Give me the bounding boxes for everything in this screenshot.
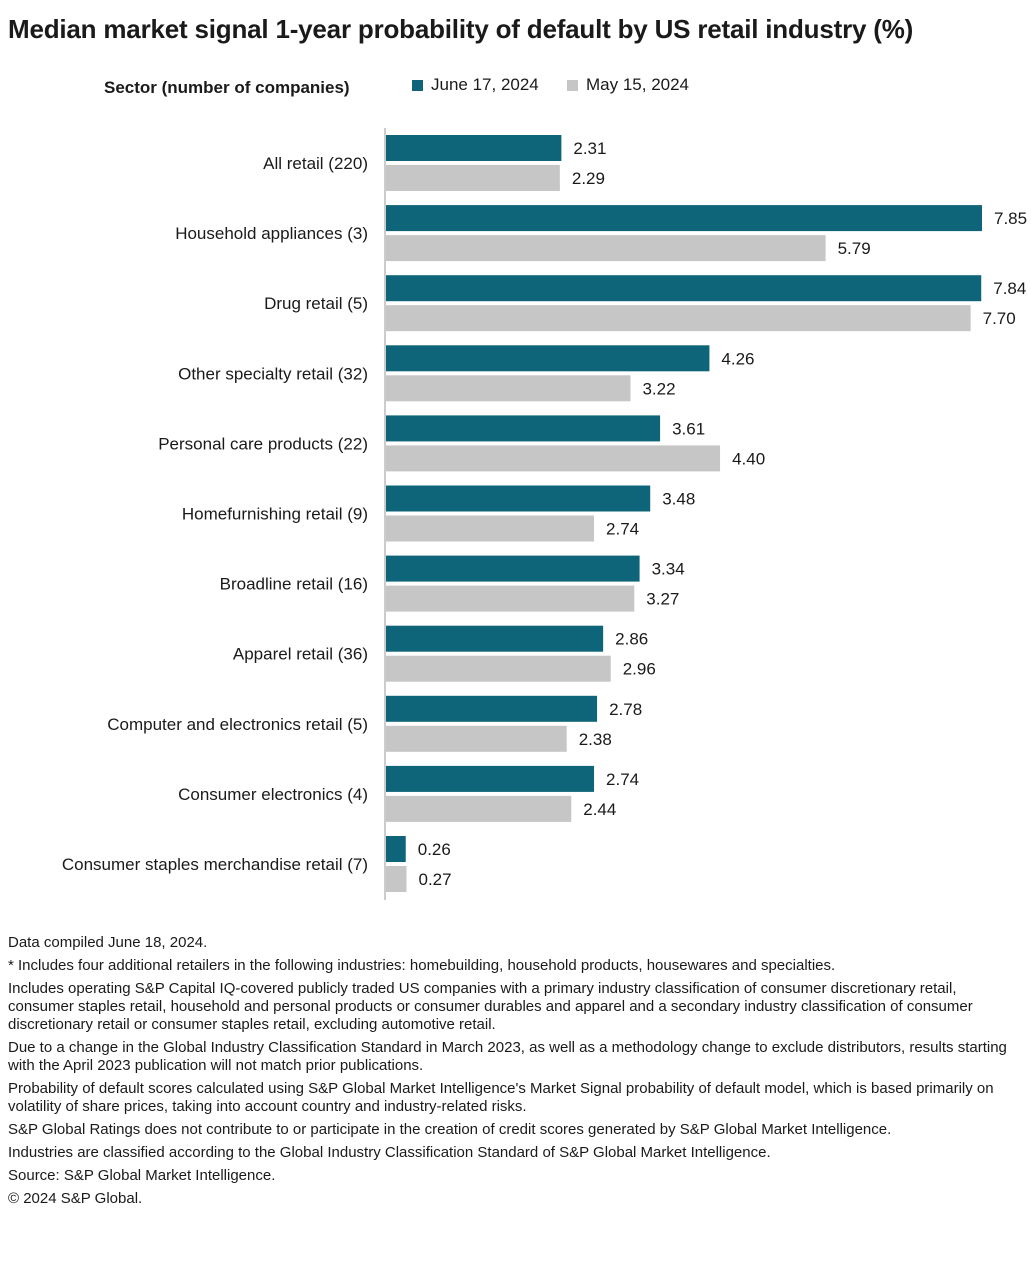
data-label: 3.27 xyxy=(646,590,679,609)
legend-header: Sector (number of companies) xyxy=(104,78,350,97)
bar-may-2024 xyxy=(386,165,560,191)
data-label: 4.40 xyxy=(732,449,765,468)
data-label: 2.96 xyxy=(623,660,656,679)
footnote: S&P Global Ratings does not contribute t… xyxy=(8,1121,892,1138)
category-label: Household appliances (3) xyxy=(175,224,368,243)
legend-label-june: June 17, 2024 xyxy=(431,75,539,94)
bar-june-2024 xyxy=(386,625,604,652)
legend-label-may: May 15, 2024 xyxy=(586,75,690,94)
category-label: Consumer staples merchandise retail (7) xyxy=(62,855,368,874)
chart-title: Median market signal 1-year probability … xyxy=(8,14,914,44)
category-label: Computer and electronics retail (5) xyxy=(107,715,368,734)
data-label: 3.48 xyxy=(662,490,695,509)
data-label: 3.34 xyxy=(652,560,685,579)
data-label: 3.22 xyxy=(642,379,675,398)
data-label: 2.74 xyxy=(606,520,639,539)
data-label: 2.31 xyxy=(573,139,606,158)
legend-item-may: May 15, 2024 xyxy=(567,75,689,95)
bar-june-2024 xyxy=(386,205,982,232)
data-label: 2.29 xyxy=(572,169,605,188)
footnote: Probability of default scores calculated… xyxy=(8,1080,994,1115)
footnote: * Includes four additional retailers in … xyxy=(8,957,836,974)
legend-swatch-june xyxy=(412,79,423,91)
bar-june-2024 xyxy=(386,555,640,582)
data-label: 7.84 xyxy=(993,279,1026,298)
bar-may-2024 xyxy=(386,866,407,892)
category-label: Other specialty retail (32) xyxy=(178,364,368,383)
data-label: 7.70 xyxy=(983,309,1016,328)
footnote: Data compiled June 18, 2024. xyxy=(8,934,208,951)
data-label: 2.44 xyxy=(583,800,616,819)
data-label: 2.74 xyxy=(606,770,639,789)
category-label: Drug retail (5) xyxy=(264,294,368,313)
data-label: 5.79 xyxy=(838,239,871,258)
footnote: © 2024 S&P Global. xyxy=(8,1190,143,1207)
category-label: Broadline retail (16) xyxy=(220,575,368,594)
category-label: All retail (220) xyxy=(263,154,368,173)
bar-june-2024 xyxy=(386,836,406,862)
legend-item-june: June 17, 2024 xyxy=(412,75,539,95)
data-label: 4.26 xyxy=(721,349,754,368)
footnote: Includes operating S&P Capital IQ-covere… xyxy=(8,980,973,1033)
bar-june-2024 xyxy=(386,485,651,512)
bar-june-2024 xyxy=(386,765,595,792)
data-label: 0.27 xyxy=(418,870,451,889)
footnote: Source: S&P Global Market Intelligence. xyxy=(8,1167,276,1184)
bar-june-2024 xyxy=(386,695,598,722)
legend-swatch-may xyxy=(567,79,578,91)
data-label: 2.38 xyxy=(579,730,612,749)
bar-may-2024 xyxy=(386,515,595,542)
bar-may-2024 xyxy=(386,655,611,682)
data-label: 0.26 xyxy=(418,840,451,859)
bar-may-2024 xyxy=(386,445,721,472)
category-label: Personal care products (22) xyxy=(158,434,368,453)
bar-may-2024 xyxy=(386,585,635,612)
bar-may-2024 xyxy=(386,235,826,262)
category-label: Apparel retail (36) xyxy=(233,645,368,664)
bar-june-2024 xyxy=(386,345,710,372)
footnotes: Data compiled June 18, 2024. * Includes … xyxy=(8,934,1023,1213)
bar-may-2024 xyxy=(386,795,572,822)
data-label: 2.78 xyxy=(609,700,642,719)
bar-chart: All retail (220) 2.31 2.29 Household applia… xyxy=(62,128,1027,900)
category-label: Homefurnishing retail (9) xyxy=(182,505,368,524)
category-label: Consumer electronics (4) xyxy=(178,785,368,804)
data-label: 3.61 xyxy=(672,419,705,438)
data-label: 2.86 xyxy=(615,630,648,649)
data-label: 7.85 xyxy=(994,209,1027,228)
footnote: Due to a change in the Global Industry C… xyxy=(8,1039,1007,1074)
bar-may-2024 xyxy=(386,305,971,332)
bar-june-2024 xyxy=(386,415,661,442)
bar-may-2024 xyxy=(386,725,567,752)
bar-june-2024 xyxy=(386,135,562,161)
footnote: Industries are classified according to t… xyxy=(8,1144,771,1161)
bar-june-2024 xyxy=(386,275,982,302)
bar-may-2024 xyxy=(386,375,631,402)
